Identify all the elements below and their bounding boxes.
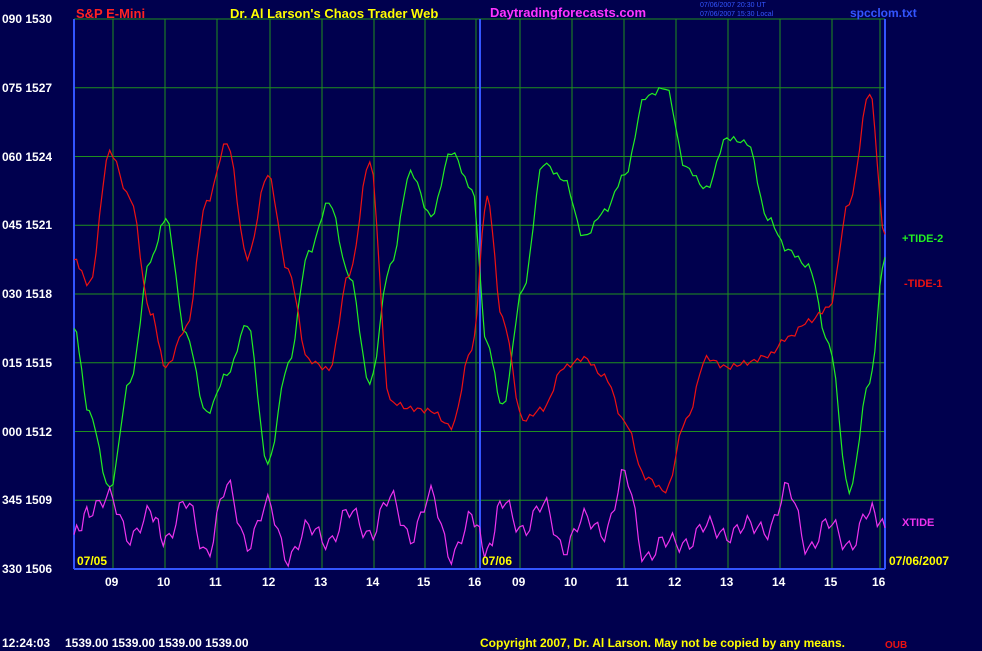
- date-label-end: 07/06/2007: [889, 554, 950, 568]
- site-url: Daytradingforecasts.com: [490, 5, 647, 20]
- y-tick-label: 015 1515: [2, 355, 53, 370]
- footer-corner-code: OUB: [885, 640, 908, 651]
- chart-axes: [73, 19, 886, 570]
- x-tick-label: 11: [616, 575, 629, 589]
- legend-xtide: XTIDE: [902, 517, 935, 529]
- y-tick-label: 330 1506: [2, 562, 53, 576]
- x-tick-label: 16: [468, 575, 482, 589]
- x-tick-label: 11: [209, 575, 222, 589]
- footer-quotes: 1539.00 1539.00 1539.00 1539.00: [65, 636, 249, 650]
- xtide-line: [73, 468, 886, 568]
- x-tick-label: 13: [720, 575, 734, 589]
- date-label-mid: 07/06: [482, 554, 513, 568]
- x-tick-label: 09: [512, 575, 526, 589]
- x-tick-label: 09: [105, 575, 119, 589]
- data-file-name: spcclom.txt: [850, 6, 917, 20]
- x-tick-label: 10: [157, 575, 171, 589]
- y-tick-label: 075 1527: [2, 80, 53, 95]
- timestamp-local: 07/06/2007 15:30 Local: [700, 11, 774, 18]
- timestamp-ut: 07/06/2007 20:30 UT: [700, 2, 766, 9]
- footer-copyright: Copyright 2007, Dr. Al Larson. May not b…: [480, 636, 845, 650]
- y-tick-label: 030 1518: [2, 287, 53, 301]
- chart-series: [73, 86, 886, 568]
- x-tick-label: 16: [872, 575, 886, 589]
- site-title: Dr. Al Larson's Chaos Trader Web: [230, 6, 439, 21]
- legend-tide1: -TIDE-1: [904, 278, 943, 290]
- x-tick-label: 13: [314, 575, 328, 589]
- x-tick-label: 14: [366, 575, 380, 589]
- y-tick-label: 000 1512: [2, 424, 53, 439]
- y-tick-label: 045 1521: [2, 218, 53, 233]
- x-tick-label: 14: [772, 575, 786, 589]
- y-tick-label: 060 1524: [2, 149, 53, 164]
- instrument-title: S&P E-Mini: [76, 6, 146, 21]
- legend-tide2: +TIDE-2: [902, 233, 944, 245]
- y-tick-label: 090 1530: [2, 12, 53, 26]
- y-tick-label: 345 1509: [2, 493, 53, 508]
- x-tick-label: 12: [262, 575, 276, 589]
- x-tick-label: 10: [564, 575, 578, 589]
- x-tick-label: 15: [824, 575, 838, 589]
- date-label-start: 07/05: [77, 554, 108, 568]
- tide1-line: [73, 93, 886, 494]
- footer-time: 12:24:03: [2, 636, 51, 650]
- x-tick-label: 15: [417, 575, 431, 589]
- x-tick-label: 12: [668, 575, 682, 589]
